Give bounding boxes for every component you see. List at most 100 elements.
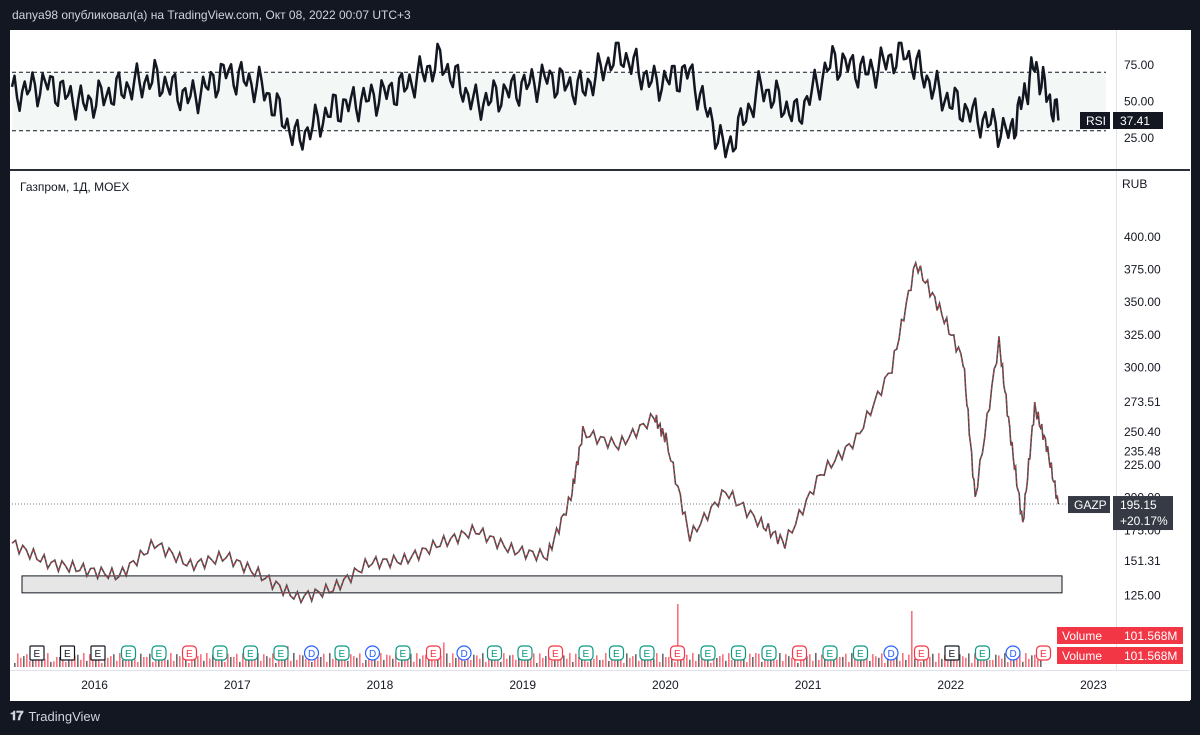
volume-label-1: Volume [1062, 649, 1102, 663]
volume-bar-283 [863, 659, 865, 667]
volume-bar-156 [482, 653, 484, 667]
volume-bar-109 [341, 659, 343, 667]
rsi-tick-2: 25.00 [1124, 131, 1154, 145]
volume-bar-215 [659, 661, 661, 667]
price-tick-0: 400.00 [1124, 230, 1161, 244]
event-23 [730, 645, 747, 661]
volume-bar-62 [200, 654, 202, 667]
event-label-19: E [613, 649, 620, 660]
volume-bar-197 [605, 653, 607, 667]
volume-bar-13 [53, 661, 55, 667]
volume-bar-201 [617, 657, 619, 667]
volume-bar-179 [551, 660, 553, 667]
volume-bar-327 [995, 654, 997, 667]
volume-bar-130 [404, 656, 406, 667]
x-tick-0: 2016 [81, 678, 108, 692]
volume-bar-86 [272, 653, 274, 667]
volume-bar-176 [542, 657, 544, 667]
pane-divider[interactable] [10, 169, 1190, 171]
volume-bar-81 [257, 653, 259, 667]
event-label-10: E [339, 649, 346, 660]
volume-bar-291 [887, 653, 889, 667]
volume-bar-37 [125, 654, 127, 667]
publish-info: danya98 опубликовал(а) на TradingView.co… [12, 8, 411, 22]
volume-bar-84 [266, 656, 268, 667]
event-label-7: E [247, 649, 254, 660]
event-label-16: E [522, 649, 529, 660]
volume-bar-249 [761, 661, 763, 667]
footer-brand: TradingView [28, 708, 101, 724]
volume-bar-240 [734, 654, 736, 667]
event-32 [1005, 645, 1021, 661]
volume-bar-245 [749, 653, 751, 667]
volume-bar-284 [866, 653, 868, 667]
volume-bar-71 [227, 653, 229, 667]
event-label-31: E [979, 649, 986, 660]
volume-bar-189 [581, 656, 583, 667]
volume-bar-294 [896, 654, 898, 667]
volume-bar-17 [65, 661, 67, 667]
volume-label-box-0 [1057, 627, 1183, 644]
event-label-17: E [552, 649, 559, 660]
event-31 [974, 645, 991, 661]
event-label-3: E [125, 649, 132, 660]
volume-label-0: Volume [1062, 629, 1102, 643]
volume-bar-311 [947, 654, 949, 667]
volume-bar-295 [899, 660, 901, 667]
volume-bar-220 [674, 661, 676, 667]
volume-bar-199 [611, 654, 613, 667]
volume-bar-114 [356, 657, 358, 667]
volume-bar-219 [671, 653, 673, 667]
volume-bar-233 [713, 653, 715, 667]
symbol-legend: Газпром, 1Д, MOEX [20, 180, 130, 194]
volume-bar-165 [509, 655, 511, 667]
volume-bar-8 [38, 654, 40, 667]
volume-bar-5 [29, 660, 31, 667]
volume-bar-42 [140, 653, 142, 667]
volume-bar-188 [578, 656, 580, 667]
volume-bar-72 [230, 656, 232, 667]
volume-bar-50 [164, 654, 166, 667]
volume-bar-127 [395, 653, 397, 667]
volume-bar-334 [1016, 656, 1018, 667]
volume-bar-115 [359, 653, 361, 667]
volume-bar-174 [536, 662, 538, 667]
volume-bar-226 [692, 653, 694, 667]
volume-bar-144 [446, 653, 448, 667]
event-33 [1035, 645, 1052, 661]
volume-bar-89 [281, 657, 283, 667]
event-label-13: E [430, 649, 437, 660]
event-30 [944, 645, 960, 661]
price-tick-7: 235.48 [1124, 444, 1161, 458]
x-tick-3: 2019 [509, 678, 536, 692]
event-11 [364, 645, 381, 661]
volume-bar-229 [701, 656, 703, 667]
volume-bar-99 [311, 661, 313, 667]
rsi-line [10, 41, 1060, 159]
x-tick-5: 2021 [795, 678, 822, 692]
volume-bar-33 [113, 654, 115, 667]
time-axis[interactable] [10, 670, 1190, 701]
volume-bar-252 [770, 655, 772, 667]
price-axis[interactable] [1116, 30, 1191, 700]
symbol-label-box [1068, 496, 1110, 514]
price-tick-6: 250.40 [1124, 425, 1161, 439]
tradingview-logo-icon: 𝟏𝟕 [10, 708, 24, 723]
event-label-12: E [400, 649, 407, 660]
event-8 [273, 645, 289, 661]
event-29 [913, 645, 930, 661]
volume-bar-131 [407, 656, 409, 667]
volume-bar-261 [797, 662, 799, 667]
volume-bar-142 [440, 656, 442, 667]
event-label-20: E [644, 649, 651, 660]
volume-bar-332 [1010, 653, 1012, 667]
volume-bar-305 [929, 656, 931, 667]
volume-bar-177 [545, 656, 547, 667]
volume-bar-103 [323, 653, 325, 667]
event-label-27: E [857, 649, 864, 660]
volume-bar-337 [1025, 653, 1027, 667]
volume-bar-38 [128, 655, 130, 667]
volume-bar-241 [737, 655, 739, 667]
volume-bar-302 [920, 662, 922, 667]
last-price-label: 195.15 [1120, 498, 1157, 512]
